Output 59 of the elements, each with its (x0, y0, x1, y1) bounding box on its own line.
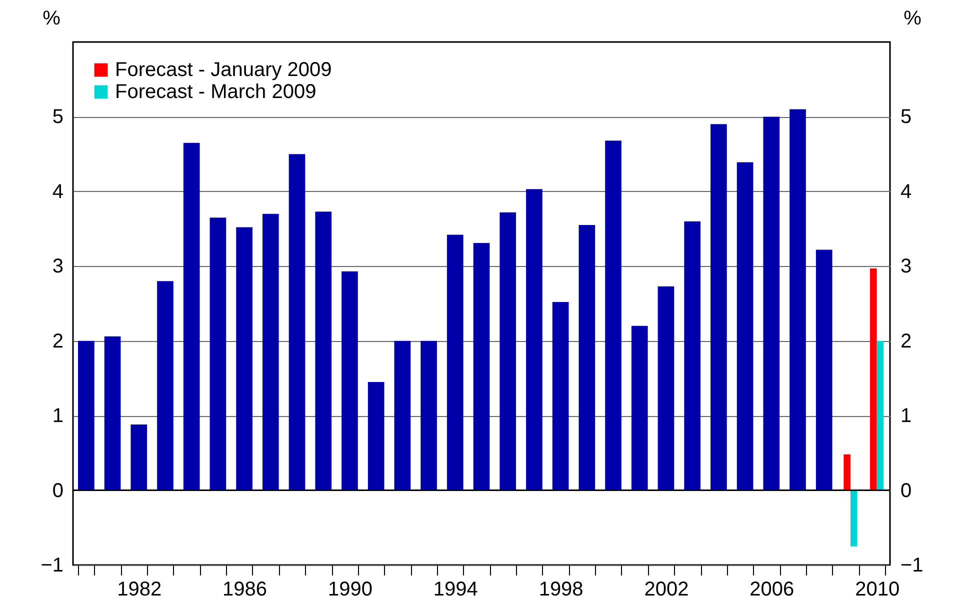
y2-tick-label: 4 (900, 180, 912, 203)
y2-tick-label: 2 (900, 330, 912, 352)
x-tick-label: 2006 (750, 578, 794, 600)
bar (500, 212, 516, 490)
bar (342, 271, 358, 490)
bar (605, 140, 622, 490)
bar (315, 212, 332, 490)
bar (710, 124, 727, 490)
y2-axis-title: % (904, 8, 922, 30)
x-tick-label: 1982 (117, 578, 162, 600)
bar (763, 116, 780, 490)
bar (526, 189, 542, 490)
bar (658, 286, 674, 490)
bar (236, 227, 252, 490)
bar (684, 221, 701, 490)
bar (850, 490, 858, 546)
bar (790, 109, 806, 490)
y2-tick-label: −1 (900, 554, 924, 576)
bar (78, 340, 94, 490)
y-tick-label: 2 (52, 330, 64, 352)
bar (631, 326, 648, 490)
bar (816, 250, 832, 490)
x-tick-label: 1998 (538, 578, 584, 600)
x-tick-label: 1990 (328, 578, 372, 600)
bar (262, 214, 279, 490)
legend-label: Forecast - January 2009 (115, 59, 332, 81)
legend-label: Forecast - March 2009 (115, 81, 316, 103)
x-tick-label: 2002 (644, 578, 689, 600)
bar (420, 340, 437, 490)
x-tick-label: 2010 (855, 578, 900, 600)
bar (368, 382, 384, 490)
bar (157, 281, 174, 490)
y2-tick-label: 0 (900, 480, 912, 502)
bar (552, 302, 569, 490)
y2-tick-label: 3 (900, 256, 912, 278)
y2-tick-label: 5 (900, 106, 912, 128)
y-tick-label: 0 (52, 480, 64, 502)
bar (130, 424, 148, 490)
bar (870, 268, 877, 490)
bar (104, 336, 121, 490)
y-tick-label: 3 (52, 256, 64, 278)
bar (473, 242, 490, 490)
x-tick-label: 1994 (433, 578, 478, 600)
bar (578, 225, 596, 490)
bar (183, 142, 200, 490)
bar (844, 454, 850, 490)
y-axis-title: % (42, 8, 61, 30)
y-tick-label: −1 (40, 554, 64, 576)
bar (736, 162, 754, 490)
y-tick-label: 5 (52, 106, 64, 128)
bar (288, 154, 306, 490)
y-tick-label: 1 (52, 405, 64, 428)
bar (876, 340, 884, 490)
bar (210, 218, 226, 490)
bar (446, 234, 464, 490)
bar (394, 340, 411, 490)
y2-tick-label: 1 (900, 405, 912, 428)
y-tick-label: 4 (52, 180, 64, 203)
x-tick-label: 1986 (222, 578, 268, 600)
